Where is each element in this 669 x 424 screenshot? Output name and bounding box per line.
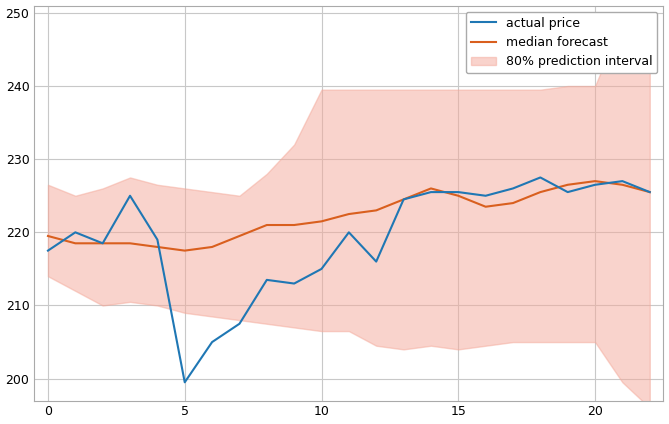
median forecast	[72, 241, 80, 246]
median forecast	[399, 197, 407, 202]
median forecast	[98, 241, 106, 246]
median forecast	[591, 179, 599, 184]
Line: median forecast: median forecast	[48, 181, 650, 251]
median forecast	[646, 190, 654, 195]
median forecast	[44, 234, 52, 239]
actual price	[427, 190, 435, 195]
median forecast	[509, 201, 517, 206]
median forecast	[482, 204, 490, 209]
median forecast	[126, 241, 134, 246]
median forecast	[181, 248, 189, 253]
actual price	[399, 197, 407, 202]
actual price	[537, 175, 545, 180]
median forecast	[235, 234, 244, 239]
actual price	[153, 237, 161, 242]
median forecast	[290, 223, 298, 228]
median forecast	[537, 190, 545, 195]
actual price	[482, 193, 490, 198]
actual price	[290, 281, 298, 286]
median forecast	[454, 193, 462, 198]
actual price	[72, 230, 80, 235]
actual price	[564, 190, 572, 195]
actual price	[126, 193, 134, 198]
actual price	[44, 248, 52, 253]
actual price	[345, 230, 353, 235]
actual price	[318, 266, 326, 271]
actual price	[509, 186, 517, 191]
actual price	[618, 179, 626, 184]
actual price	[181, 380, 189, 385]
actual price	[454, 190, 462, 195]
median forecast	[153, 244, 161, 249]
median forecast	[372, 208, 380, 213]
Line: actual price: actual price	[48, 178, 650, 382]
median forecast	[263, 223, 271, 228]
actual price	[235, 321, 244, 326]
actual price	[208, 340, 216, 345]
actual price	[372, 259, 380, 264]
median forecast	[427, 186, 435, 191]
actual price	[263, 277, 271, 282]
median forecast	[345, 212, 353, 217]
median forecast	[208, 244, 216, 249]
actual price	[646, 190, 654, 195]
median forecast	[318, 219, 326, 224]
median forecast	[618, 182, 626, 187]
median forecast	[564, 182, 572, 187]
actual price	[98, 241, 106, 246]
actual price	[591, 182, 599, 187]
Legend: actual price, median forecast, 80% prediction interval: actual price, median forecast, 80% predi…	[466, 12, 657, 73]
